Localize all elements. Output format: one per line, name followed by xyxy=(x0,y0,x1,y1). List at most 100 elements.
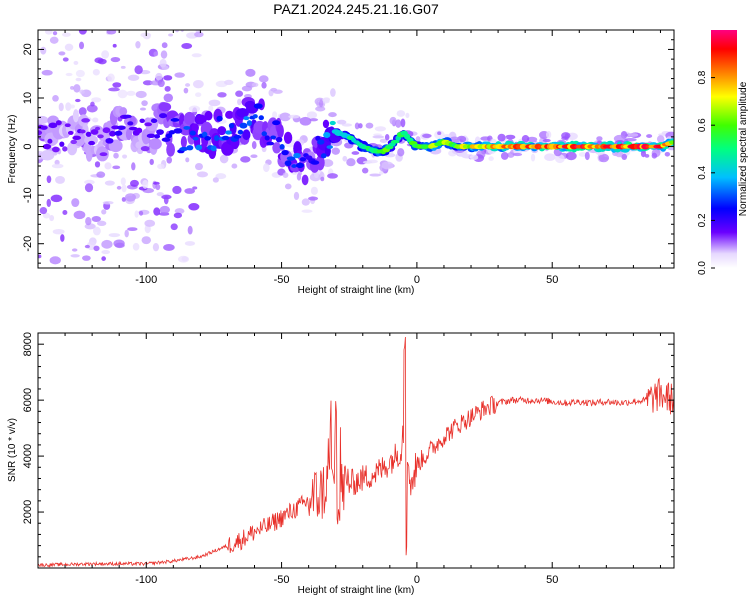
heatmap-ridge-core xyxy=(310,160,320,165)
heatmap-ridge-core xyxy=(40,125,48,130)
heatmap-noise-cell xyxy=(314,171,319,179)
heatmap-noise-cell xyxy=(341,123,353,127)
heatmap-noise-cell xyxy=(310,186,318,195)
heatmap-ridge-core xyxy=(323,132,331,139)
heatmap-noise-cell xyxy=(104,162,112,170)
heatmap-noise-cell xyxy=(598,153,610,163)
heatmap-noise-cell xyxy=(141,100,148,107)
heatmap-ridge-halo xyxy=(191,123,199,133)
heatmap-noise-cell xyxy=(101,249,111,255)
heatmap-ridge-halo xyxy=(217,126,227,136)
heatmap-noise-cell xyxy=(542,138,551,143)
heatmap-noise-cell xyxy=(49,214,55,222)
heatmap-ridge-core xyxy=(67,130,74,135)
heatmap-ridge-core xyxy=(293,152,301,159)
heatmap-noise-cell xyxy=(152,243,160,252)
heatmap-noise-cell xyxy=(69,104,76,109)
spectrogram-y-tick-label: -20 xyxy=(22,236,34,252)
heatmap-noise-cell xyxy=(169,11,174,19)
heatmap-noise-cell xyxy=(138,210,144,216)
snr-x-tick-label: 0 xyxy=(414,574,420,586)
heatmap-noise-cell xyxy=(331,147,340,155)
heatmap-noise-cell xyxy=(42,212,51,219)
heatmap-noise-cell xyxy=(121,197,126,202)
spectrogram-y-label: Frequency (Hz) xyxy=(7,115,18,184)
heatmap-ridge-core xyxy=(158,113,168,119)
heatmap-ridge-core xyxy=(183,125,191,130)
heatmap-noise-cell xyxy=(124,229,129,238)
heatmap-noise-cell xyxy=(318,99,324,108)
heatmap-noise-cell xyxy=(173,212,183,219)
heatmap-ridge-core xyxy=(195,144,203,151)
heatmap-noise-cell xyxy=(159,58,167,68)
spectrogram-y-tick-label: 10 xyxy=(22,92,34,104)
heatmap-noise-cell xyxy=(621,153,628,161)
heatmap-ridge-halo xyxy=(38,115,49,125)
heatmap-noise-cell xyxy=(46,198,52,208)
heatmap-noise-cell xyxy=(174,208,185,215)
heatmap-noise-cell xyxy=(142,179,149,189)
heatmap-noise-cell xyxy=(624,138,637,142)
heatmap-noise-cell xyxy=(195,92,202,98)
snr-axes: -100 -50 0 50 2000 4000 6000 8000 xyxy=(22,332,674,586)
heatmap-noise-cell xyxy=(372,135,385,139)
heatmap-ridge-halo xyxy=(283,131,293,144)
heatmap-ridge-core xyxy=(55,120,62,126)
heatmap-noise-cell xyxy=(293,191,300,201)
heatmap-noise-cell xyxy=(240,156,251,163)
heatmap-noise-cell xyxy=(78,107,87,116)
heatmap-noise-cell xyxy=(155,11,165,15)
heatmap-noise-cell xyxy=(62,210,68,216)
heatmap-noise-cell xyxy=(71,248,78,252)
heatmap-ridge-core xyxy=(140,146,150,152)
heatmap-ridge-core xyxy=(204,135,212,141)
heatmap-noise-cell xyxy=(188,105,201,113)
snr-y-tick-label: 6000 xyxy=(22,388,34,412)
heatmap-noise-cell xyxy=(134,210,139,218)
heatmap-noise-cell xyxy=(544,153,556,162)
spectrogram-y-tick-label: 0 xyxy=(22,144,34,150)
heatmap-noise-cell xyxy=(160,50,168,59)
heatmap-ridge-core xyxy=(128,126,138,131)
heatmap-noise-cell xyxy=(358,123,363,129)
heatmap-noise-cell xyxy=(172,185,182,195)
heatmap-noise-cell xyxy=(84,20,95,24)
heatmap-ridge-core xyxy=(243,116,250,121)
heatmap-noise-cell xyxy=(163,93,174,103)
heatmap-noise-cell xyxy=(315,106,326,112)
heatmap-ridge-core xyxy=(225,130,232,135)
heatmap-noise-cell xyxy=(43,13,50,19)
heatmap-noise-cell xyxy=(135,90,147,99)
heatmap-noise-cell xyxy=(92,117,99,123)
heatmap-noise-cell xyxy=(396,110,406,117)
heatmap-ridge-halo xyxy=(40,149,55,161)
heatmap-noise-cell xyxy=(84,244,90,249)
heatmap-noise-cell xyxy=(134,65,143,75)
heatmap-noise-cell xyxy=(163,75,173,81)
heatmap-noise-cell xyxy=(217,92,227,98)
colorbar-tick-label: 0.8 xyxy=(697,70,708,84)
heatmap-ridge-halo xyxy=(277,124,284,139)
heatmap-noise-cell xyxy=(164,21,168,28)
spectrogram-y-tick-label: 20 xyxy=(22,43,34,55)
heatmap-noise-cell xyxy=(301,209,313,213)
snr-x-tick-label: -100 xyxy=(135,574,157,586)
heatmap-noise-cell xyxy=(65,72,73,77)
heatmap-noise-cell xyxy=(84,179,95,185)
heatmap-ridge-halo xyxy=(236,107,249,118)
heatmap-noise-cell xyxy=(144,219,156,227)
heatmap-noise-cell xyxy=(369,173,382,177)
heatmap-noise-cell xyxy=(142,80,153,86)
heatmap-noise-cell xyxy=(132,242,140,251)
heatmap-noise-cell xyxy=(156,192,164,197)
heatmap-ridge-halo xyxy=(180,135,187,148)
snr-series-line xyxy=(38,336,674,568)
heatmap-noise-cell xyxy=(584,151,590,161)
heatmap-noise-cell xyxy=(191,53,202,58)
heatmap-ridge-core xyxy=(116,125,126,130)
heatmap-noise-cell xyxy=(235,90,244,97)
heatmap-ridge-core xyxy=(202,131,208,138)
colorbar-tick-label: 0.6 xyxy=(697,118,708,132)
heatmap-noise-cell xyxy=(215,173,227,180)
heatmap-noise-cell xyxy=(102,200,114,205)
